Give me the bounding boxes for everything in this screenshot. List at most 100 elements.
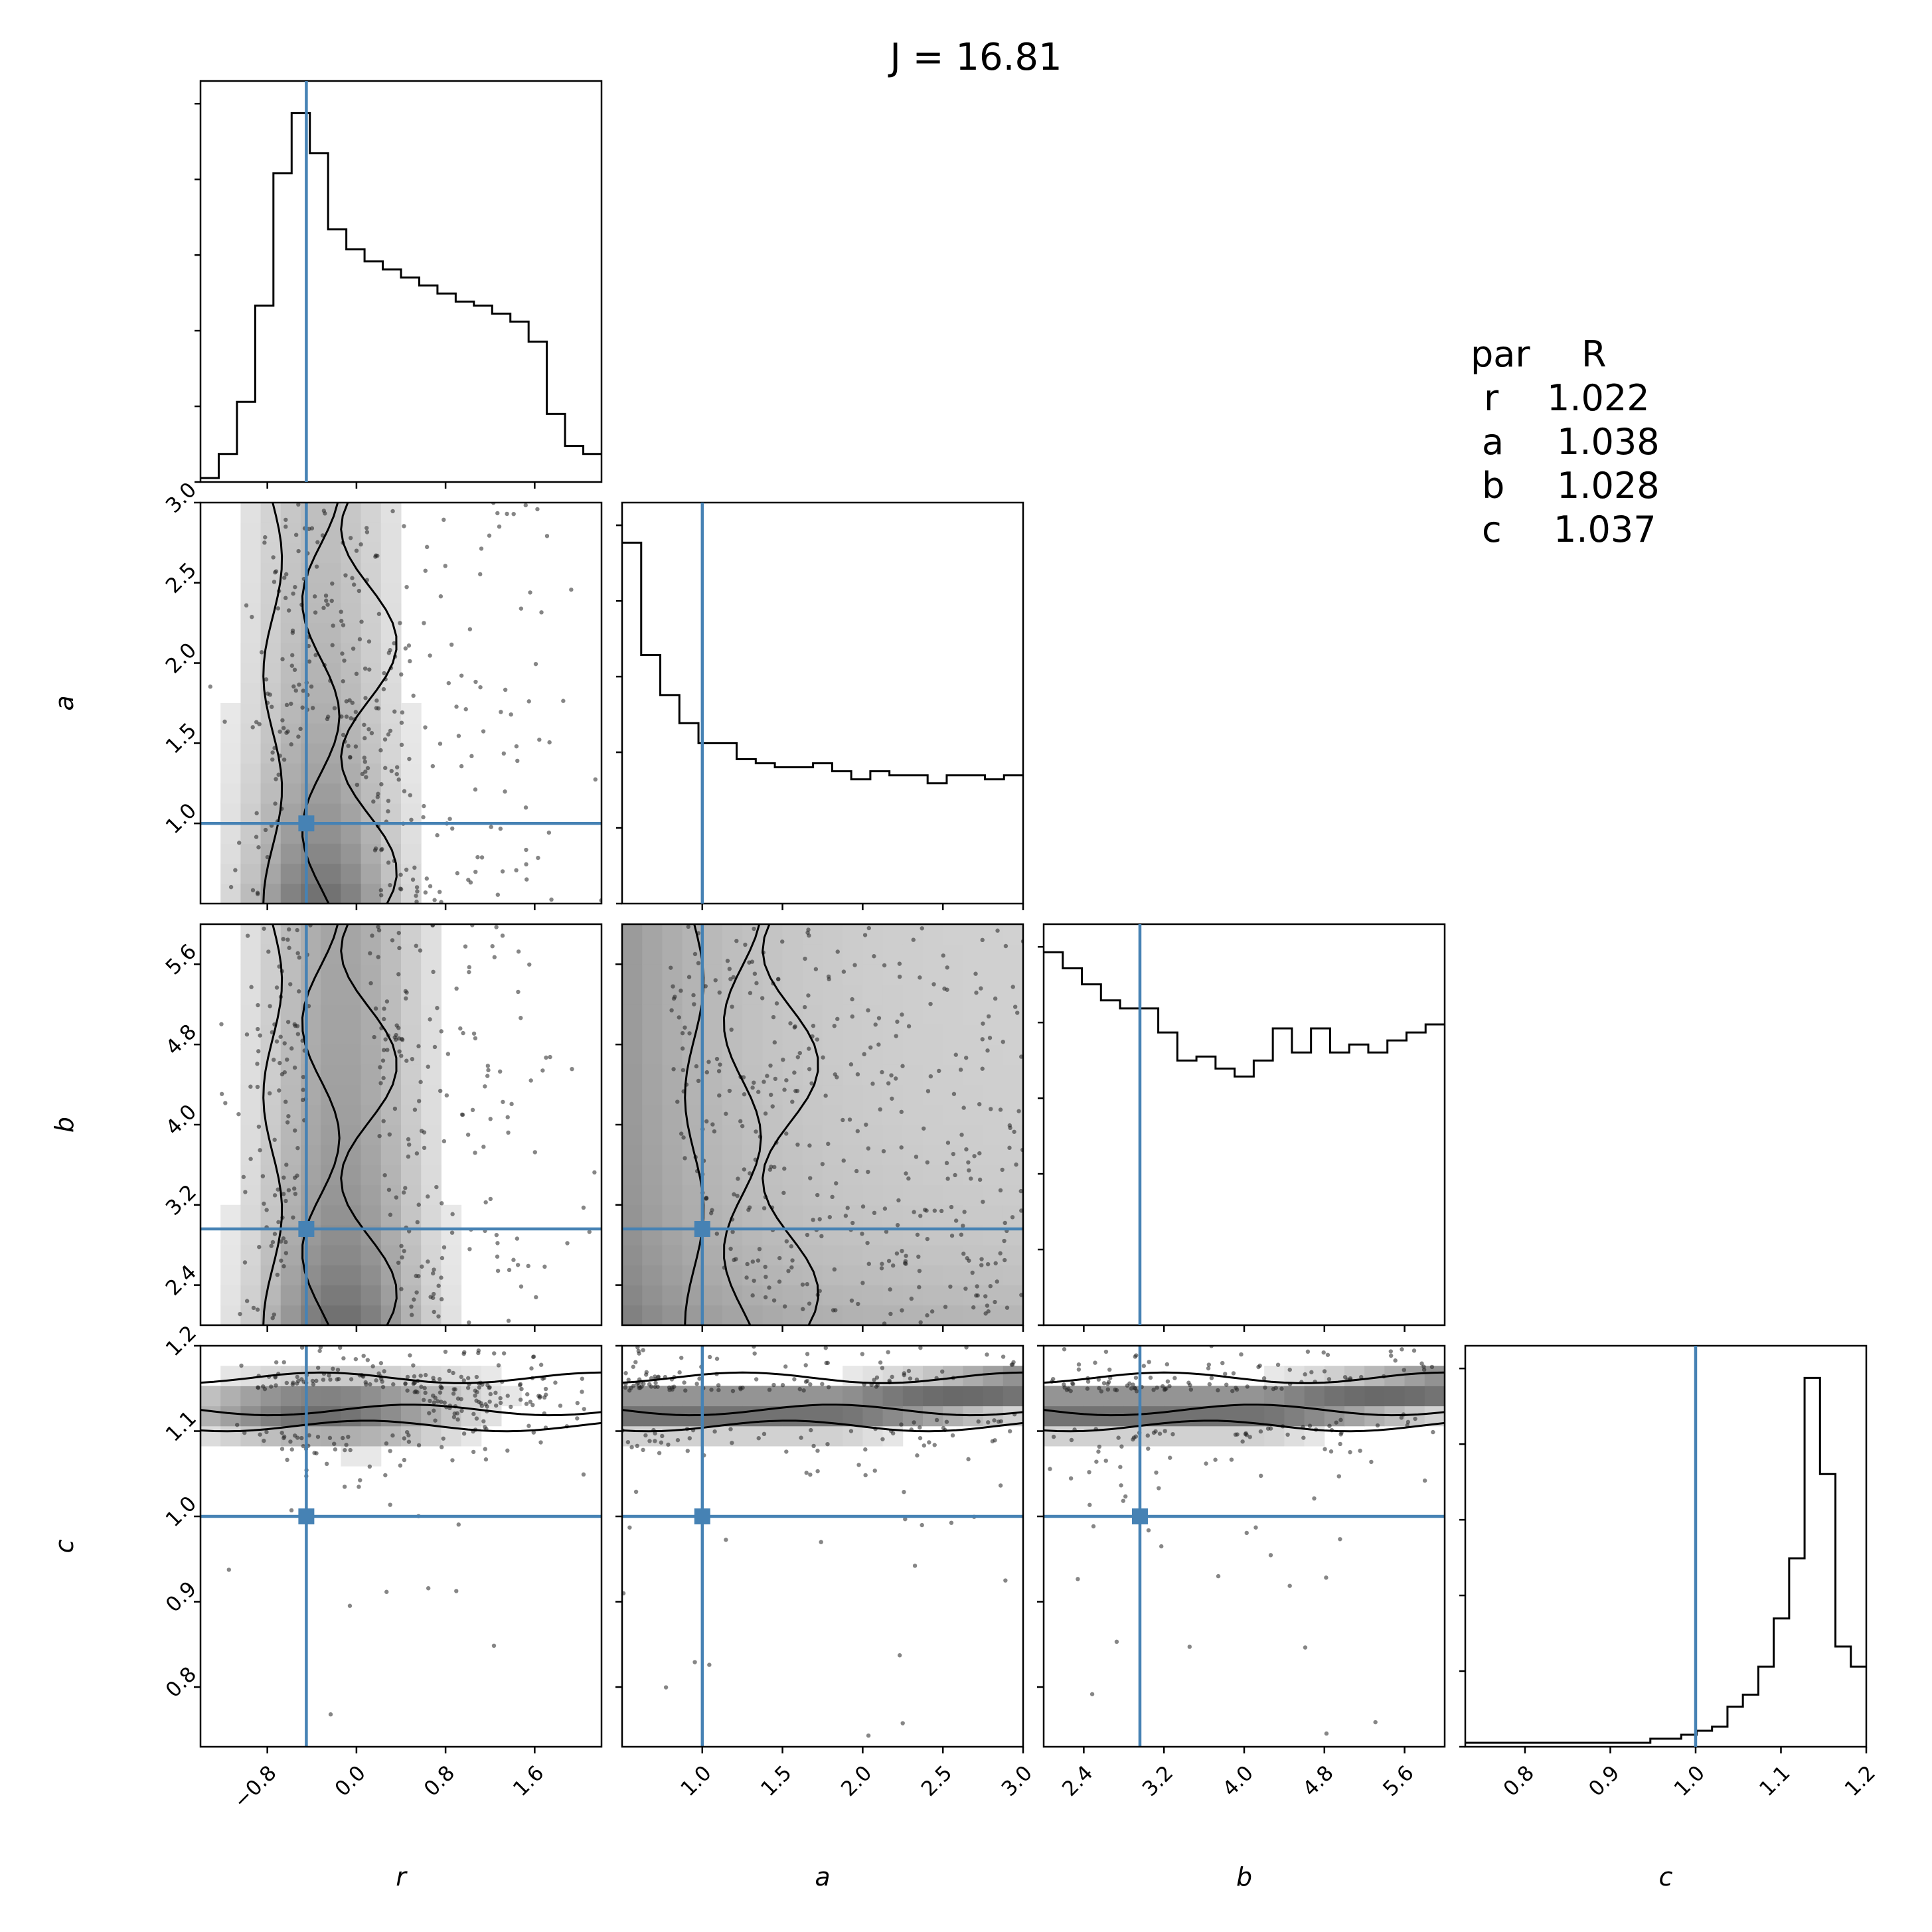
density-cell	[742, 1265, 763, 1286]
sample-point	[526, 699, 531, 704]
density-cell	[662, 1125, 683, 1145]
sample-point	[347, 1603, 353, 1608]
sample-point	[450, 1212, 455, 1216]
sample-point	[850, 1014, 854, 1019]
density-cell	[963, 1084, 984, 1105]
density-cell	[321, 1204, 341, 1226]
sample-point	[296, 503, 301, 507]
sample-point	[494, 1232, 499, 1238]
sample-point	[437, 1377, 442, 1382]
sample-point	[291, 1380, 295, 1385]
density-cell	[441, 1305, 462, 1325]
sample-point	[786, 1269, 791, 1273]
sample-point	[540, 1068, 545, 1073]
sample-point	[625, 1439, 631, 1445]
density-cell	[983, 1366, 1004, 1386]
density-cell	[301, 723, 321, 744]
sample-point	[808, 1472, 813, 1477]
sample-point	[382, 737, 388, 742]
sample-point	[360, 771, 365, 777]
sample-point	[495, 1241, 500, 1246]
sample-point	[501, 751, 506, 756]
sample-point	[1153, 1429, 1158, 1434]
sample-point	[358, 1478, 362, 1483]
sample-point	[1106, 1380, 1111, 1384]
sample-point	[250, 888, 256, 893]
density-cell	[220, 843, 241, 864]
sample-point	[339, 619, 344, 623]
sample-point	[423, 890, 428, 895]
sample-point	[691, 993, 696, 998]
density-cell	[843, 1145, 863, 1165]
sample-point	[1008, 1125, 1012, 1131]
density-cell	[923, 1386, 943, 1407]
density-cell	[220, 803, 241, 824]
sample-point	[920, 1522, 924, 1528]
sample-point	[415, 889, 420, 894]
sample-point	[242, 1260, 248, 1265]
sample-point	[309, 684, 314, 689]
sample-point	[1307, 1423, 1313, 1428]
density-cell	[622, 1425, 643, 1447]
sample-point	[1256, 1364, 1261, 1370]
sample-point	[492, 1351, 497, 1356]
sample-point	[1012, 1005, 1018, 1009]
density-cell	[662, 1305, 683, 1325]
sample-point	[752, 1351, 757, 1356]
diag-panel-c	[1459, 1344, 1868, 1748]
sample-point	[378, 1065, 382, 1070]
sample-point	[1089, 1692, 1095, 1696]
density-cell	[622, 1406, 643, 1427]
sample-point	[643, 1433, 648, 1438]
density-cell	[862, 1305, 884, 1325]
sample-point	[866, 1261, 871, 1266]
density-cell	[622, 1125, 643, 1145]
density-cell	[240, 523, 262, 543]
sample-point	[1003, 943, 1008, 949]
sample-point	[1086, 1379, 1091, 1384]
sample-point	[811, 1218, 815, 1222]
sample-point	[288, 1439, 293, 1444]
sample-point	[289, 1508, 294, 1513]
sample-point	[886, 1259, 892, 1263]
sample-point	[328, 1377, 333, 1382]
sample-point	[683, 1388, 688, 1393]
sample-point	[1099, 1389, 1104, 1394]
density-cell	[240, 1064, 262, 1086]
density-cell	[280, 783, 301, 804]
sample-point	[928, 1001, 933, 1006]
sample-point	[474, 1416, 479, 1421]
sample-point	[409, 1313, 414, 1317]
sample-point	[784, 1078, 789, 1083]
sample-point	[805, 1232, 810, 1238]
density-cell	[983, 984, 1004, 1005]
sample-point	[888, 1287, 892, 1292]
sample-point	[419, 1384, 424, 1389]
sample-point	[283, 524, 288, 529]
density-cell	[341, 1004, 362, 1025]
density-cell	[642, 1004, 663, 1025]
sample-point	[671, 984, 675, 989]
sample-point	[893, 1076, 898, 1081]
density-cell	[762, 1386, 783, 1407]
density-cell	[862, 1145, 884, 1165]
sample-point	[272, 1137, 277, 1142]
sample-point	[949, 1204, 954, 1210]
sample-point	[495, 892, 501, 897]
sample-point	[1207, 1382, 1212, 1387]
sample-point	[251, 1305, 256, 1311]
gelman-rubin-table: par R r 1.022 a 1.038 b 1.028 c 1.037	[1471, 333, 1660, 550]
sample-point	[396, 777, 401, 782]
density-cell	[1084, 1406, 1105, 1427]
sample-point	[649, 1384, 654, 1389]
density-cell	[802, 1165, 823, 1186]
sample-point	[659, 1440, 664, 1445]
sample-point	[339, 609, 343, 614]
sample-point	[378, 1360, 384, 1366]
density-cell	[642, 1386, 663, 1407]
sample-point	[740, 1385, 745, 1390]
sample-point	[679, 989, 683, 993]
sample-point	[660, 1433, 665, 1439]
sample-point	[880, 1261, 884, 1266]
